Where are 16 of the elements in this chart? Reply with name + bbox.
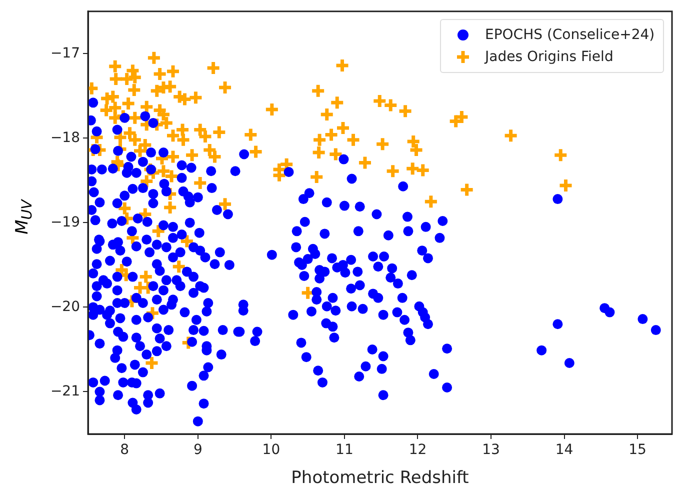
y-tick-label: −19: [50, 214, 80, 230]
x-tick-label: 14: [555, 442, 574, 458]
y-tick-label: −17: [50, 45, 80, 62]
x-tick-label: 11: [336, 442, 354, 458]
x-tick-label: 9: [193, 442, 202, 458]
x-tick-label: 10: [262, 442, 280, 458]
y-tick-label: −21: [50, 383, 80, 400]
legend-label: Jades Origins Field: [485, 49, 614, 66]
y-tick-label: −20: [50, 298, 80, 315]
x-tick-label: 15: [628, 442, 646, 458]
y-tick-label: −18: [50, 130, 80, 146]
legend-label: EPOCHS (Conselice+24): [485, 27, 655, 44]
x-tick-label: 13: [482, 442, 500, 458]
x-axis-title: Photometric Redshift: [291, 468, 470, 488]
x-tick-label: 12: [408, 442, 427, 458]
x-tick-label: 8: [120, 442, 130, 458]
